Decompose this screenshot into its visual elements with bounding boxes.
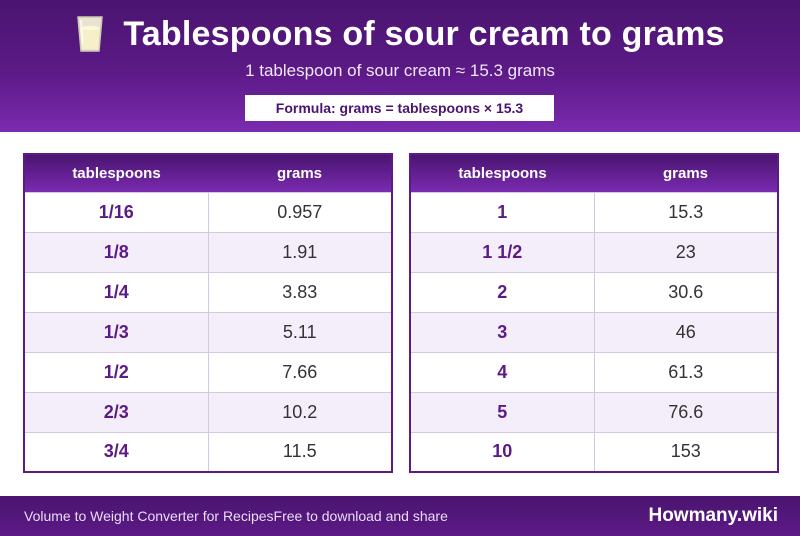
formula-box: Formula: grams = tablespoons × 15.3 — [245, 95, 554, 121]
column-header-grams: grams — [208, 154, 392, 192]
grams-cell: 61.3 — [594, 351, 778, 392]
footer-bar: Volume to Weight Converter for RecipesFr… — [0, 496, 800, 536]
footer-description: Volume to Weight Converter for RecipesFr… — [24, 508, 448, 524]
conversion-table-small: tablespoons grams 1/16 0.957 1/8 1.91 1/… — [23, 153, 393, 473]
tablespoons-cell: 4 — [410, 351, 595, 392]
page-title: Tablespoons of sour cream to grams — [123, 14, 725, 53]
tablespoons-cell: 1/8 — [24, 231, 209, 272]
tablespoons-cell: 1/2 — [24, 351, 209, 392]
title-row: Tablespoons of sour cream to grams — [0, 12, 800, 56]
column-header-grams: grams — [594, 154, 778, 192]
grams-cell: 46 — [594, 311, 778, 352]
grams-cell: 11.5 — [208, 431, 392, 472]
tablespoons-cell: 3/4 — [24, 431, 209, 472]
tablespoons-cell: 5 — [410, 391, 595, 432]
conversion-table-large: tablespoons grams 1 15.3 1 1/2 23 2 30.6… — [409, 153, 779, 473]
grams-cell: 23 — [594, 231, 778, 272]
grams-cell: 10.2 — [208, 391, 392, 432]
tablespoons-cell: 1 1/2 — [410, 231, 595, 272]
tablespoons-cell: 3 — [410, 311, 595, 352]
table-row: 1/16 0.957 — [24, 191, 392, 232]
table-row: 1/2 7.66 — [24, 351, 392, 392]
table-header-row: tablespoons grams — [24, 154, 392, 192]
grams-cell: 0.957 — [208, 191, 392, 232]
table-row: 1/3 5.11 — [24, 311, 392, 352]
table-row: 1/4 3.83 — [24, 271, 392, 312]
page-subtitle: 1 tablespoon of sour cream ≈ 15.3 grams — [245, 61, 555, 80]
tablespoons-cell: 1 — [410, 191, 595, 232]
glass-of-milk-icon — [75, 14, 105, 54]
column-header-tablespoons: tablespoons — [24, 154, 208, 192]
grams-cell: 15.3 — [594, 191, 778, 232]
grams-cell: 5.11 — [208, 311, 392, 352]
table-row: 10 153 — [410, 431, 778, 472]
tablespoons-cell: 1/16 — [24, 191, 209, 232]
tablespoons-cell: 1/4 — [24, 271, 209, 312]
table-row: 2 30.6 — [410, 271, 778, 312]
grams-cell: 30.6 — [594, 271, 778, 312]
grams-cell: 153 — [594, 431, 778, 472]
brand-name: Howmany.wiki — [648, 505, 778, 526]
tablespoons-cell: 2/3 — [24, 391, 209, 432]
table-row: 3 46 — [410, 311, 778, 352]
table-row: 2/3 10.2 — [24, 391, 392, 432]
table-row: 1/8 1.91 — [24, 231, 392, 272]
grams-cell: 3.83 — [208, 271, 392, 312]
grams-cell: 1.91 — [208, 231, 392, 272]
grams-cell: 76.6 — [594, 391, 778, 432]
column-header-tablespoons: tablespoons — [410, 154, 594, 192]
table-row: 5 76.6 — [410, 391, 778, 432]
grams-cell: 7.66 — [208, 351, 392, 392]
table-row: 1 1/2 23 — [410, 231, 778, 272]
table-row: 4 61.3 — [410, 351, 778, 392]
header-banner: Tablespoons of sour cream to grams 1 tab… — [0, 0, 800, 132]
table-row: 1 15.3 — [410, 191, 778, 232]
tablespoons-cell: 1/3 — [24, 311, 209, 352]
tablespoons-cell: 10 — [410, 431, 595, 472]
table-row: 3/4 11.5 — [24, 431, 392, 472]
table-header-row: tablespoons grams — [410, 154, 778, 192]
tablespoons-cell: 2 — [410, 271, 595, 312]
